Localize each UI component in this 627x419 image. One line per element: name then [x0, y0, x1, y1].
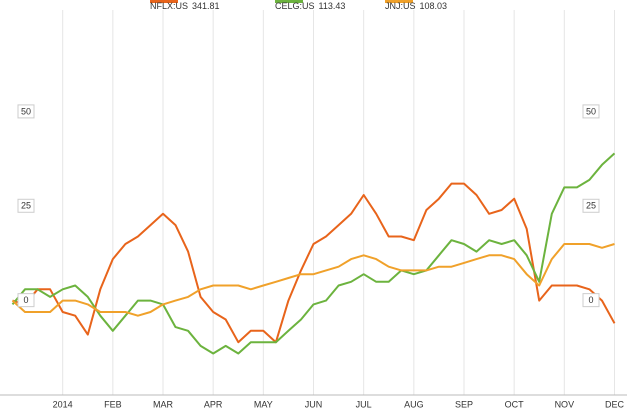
- x-tick-label: SEP: [455, 399, 473, 409]
- y-tick-label: 25: [586, 201, 596, 211]
- y-tick-box: [17, 104, 35, 119]
- x-tick-label: JUL: [356, 399, 372, 409]
- x-tick-label: 2014: [53, 399, 73, 409]
- x-tick-label: MAR: [153, 399, 174, 409]
- legend-name: CELG:US: [275, 1, 315, 11]
- x-tick-label: APR: [204, 399, 223, 409]
- y-tick-label: 0: [23, 295, 28, 305]
- x-tick-label: NOV: [555, 399, 575, 409]
- legend-entry: CELG:US 113.43: [275, 1, 345, 11]
- x-tick-label: AUG: [404, 399, 424, 409]
- series-line: [11, 152, 616, 355]
- x-tick-label: DEC: [605, 399, 625, 409]
- y-tick: 50: [582, 104, 600, 119]
- x-tick-label: JUN: [305, 399, 323, 409]
- legend-entry: NFLX:US 341.81: [150, 1, 220, 11]
- series-line: [11, 243, 615, 317]
- y-tick: 0: [17, 293, 35, 308]
- y-tick-label: 50: [586, 106, 596, 116]
- y-tick-label: 50: [21, 106, 31, 116]
- y-tick-box: [582, 104, 600, 119]
- series-line: [12, 182, 616, 344]
- y-tick-box: [582, 198, 600, 213]
- legend-value: 113.43: [319, 1, 346, 11]
- y-tick-box: [17, 198, 35, 213]
- legend-swatch: [150, 0, 178, 3]
- y-tick-label: 0: [588, 295, 593, 305]
- x-tick-label: FEB: [104, 399, 122, 409]
- legend-entry: JNJ:US 108.03: [385, 1, 447, 11]
- legend-swatch: [385, 0, 413, 3]
- legend-swatch: [275, 0, 303, 3]
- legend-name: JNJ:US: [385, 1, 416, 11]
- y-tick: 25: [582, 198, 600, 213]
- y-tick: 50: [17, 104, 35, 119]
- x-tick-label: MAY: [254, 399, 273, 409]
- legend-name: NFLX:US: [150, 1, 188, 11]
- y-tick-label: 25: [21, 201, 31, 211]
- y-tick: 0: [582, 293, 600, 308]
- legend-value: 108.03: [420, 1, 448, 11]
- y-tick: 25: [17, 198, 35, 213]
- y-tick-box: [17, 293, 35, 308]
- x-tick-label: OCT: [505, 399, 525, 409]
- y-tick-box: [582, 293, 600, 308]
- legend-value: 341.81: [192, 1, 220, 11]
